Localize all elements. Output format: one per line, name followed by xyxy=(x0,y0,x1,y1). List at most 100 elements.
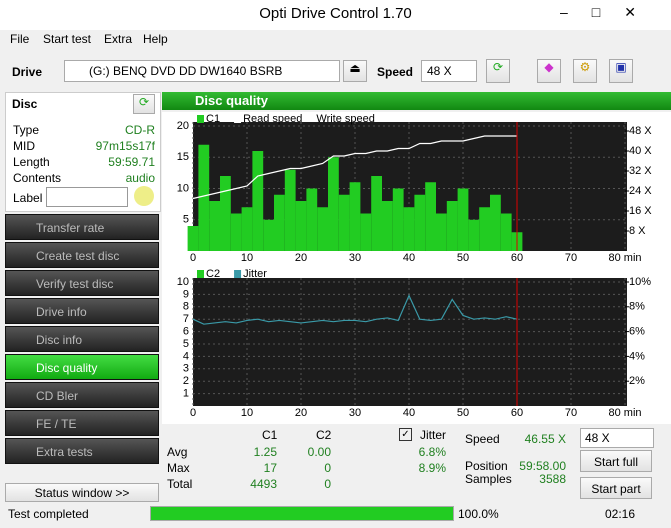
x-tick-label: 80 min xyxy=(608,252,641,264)
disc-field-value: 59:59.71 xyxy=(108,155,155,169)
jitter-checkbox[interactable]: ✓ xyxy=(399,428,412,441)
speed-label: Speed xyxy=(377,65,414,79)
x-tick-label: 50 xyxy=(457,407,469,419)
nav-item[interactable]: Transfer rate xyxy=(5,214,159,240)
settings-button[interactable]: ⚙ xyxy=(573,59,597,83)
x-tick-label: 0 xyxy=(190,252,196,264)
disc-field-label: Length xyxy=(13,155,50,169)
x-tick-label: 80 min xyxy=(608,407,641,419)
y-tick-label: 9 xyxy=(183,288,189,300)
bar xyxy=(349,182,361,251)
bar xyxy=(230,213,242,251)
x-tick-label: 60 xyxy=(511,407,523,419)
nav-item[interactable]: Create test disc xyxy=(5,242,159,268)
bar xyxy=(425,182,436,251)
speed-select-2[interactable]: 48 X xyxy=(580,428,654,448)
stats-value: 0 xyxy=(324,461,331,475)
bar xyxy=(446,201,458,251)
label-caption: Label xyxy=(13,191,43,205)
x-tick-label: 10 xyxy=(241,252,253,264)
bar xyxy=(500,213,512,251)
bar xyxy=(317,207,328,251)
y2-tick-label: 8% xyxy=(629,301,645,313)
info-label: Position xyxy=(465,459,508,473)
bar xyxy=(274,194,285,251)
nav-item[interactable]: Disc quality xyxy=(5,354,159,380)
start-full-button[interactable]: Start full xyxy=(580,450,652,472)
menu-item[interactable]: Start test xyxy=(43,32,92,46)
eject-button[interactable]: ⏏ xyxy=(343,60,367,82)
stats-value: 1.25 xyxy=(253,445,277,459)
drive-select[interactable]: (G:) BENQ DVD DD DW1640 BSRB xyxy=(64,60,340,82)
nav-item[interactable]: Extra tests xyxy=(5,438,159,464)
menu-item[interactable]: File xyxy=(10,32,30,46)
erase-button[interactable]: ◆ xyxy=(537,59,561,83)
info-label: Speed xyxy=(465,432,500,446)
nav-item[interactable]: Drive info xyxy=(5,298,159,324)
disc-title: Disc xyxy=(12,97,38,111)
stats-label: Total xyxy=(167,477,193,491)
y2-tick-label: 2% xyxy=(629,375,645,387)
bar xyxy=(468,219,480,251)
info-value: 3588 xyxy=(539,472,566,486)
info-value: 46.55 X xyxy=(524,432,566,446)
disc-refresh[interactable]: ⟳ xyxy=(133,94,155,114)
y2-tick-label: 16 X xyxy=(629,205,652,217)
x-tick-label: 70 xyxy=(565,407,577,419)
refresh-button[interactable]: ⟳ xyxy=(486,59,510,83)
nav-item[interactable]: Disc info xyxy=(5,326,159,352)
bar xyxy=(220,176,231,251)
disc-field-value: audio xyxy=(125,171,155,185)
bar xyxy=(392,188,404,251)
stats-header: Jitter xyxy=(420,428,447,442)
legend-label: Write speed xyxy=(316,113,375,125)
nav-item[interactable]: Verify test disc xyxy=(5,270,159,296)
progress-text: 100.0% xyxy=(458,507,499,521)
x-tick-label: 50 xyxy=(457,252,469,264)
disc-field-label: Contents xyxy=(13,171,62,185)
legend-swatch xyxy=(234,270,242,278)
y-tick-label: 10 xyxy=(177,276,189,288)
legend-swatch xyxy=(234,115,242,123)
menu-bar xyxy=(0,30,671,48)
window-controls[interactable]: –□✕ xyxy=(560,4,660,20)
label-input[interactable] xyxy=(46,187,128,207)
bar xyxy=(360,213,372,251)
x-tick-label: 40 xyxy=(403,252,415,264)
stats-value: 6.8% xyxy=(418,445,446,459)
legend-label: C2 xyxy=(206,268,220,280)
disc-field-label: Type xyxy=(13,123,40,137)
y-tick-label: 5 xyxy=(183,214,189,226)
stats-label: Max xyxy=(167,461,190,475)
nav-item[interactable]: FE / TE xyxy=(5,410,159,436)
info-label: Samples xyxy=(465,472,512,486)
bar xyxy=(436,213,447,251)
save-button[interactable]: ▣ xyxy=(609,59,633,83)
disc-field-value: 97m15s17f xyxy=(95,139,155,153)
y2-tick-label: 10% xyxy=(629,276,651,288)
legend-label: C1 xyxy=(206,113,220,125)
stats-value: 8.9% xyxy=(418,461,446,475)
speed-select[interactable]: 48 X xyxy=(421,60,477,82)
bar xyxy=(403,207,415,251)
label-disc-icon[interactable] xyxy=(134,186,154,206)
disc-field-label: MID xyxy=(13,139,35,153)
bar xyxy=(414,194,426,251)
disc-field-value: CD-R xyxy=(125,123,155,137)
status-time: 02:16 xyxy=(605,507,636,521)
stats-value: 0 xyxy=(324,477,331,491)
nav-item[interactable]: CD Bler xyxy=(5,382,159,408)
bar xyxy=(457,188,469,251)
y-tick-label: 20 xyxy=(177,120,189,132)
x-tick-label: 30 xyxy=(349,252,361,264)
title-bar xyxy=(0,0,671,30)
stats-label: Avg xyxy=(167,445,188,459)
status-window-button[interactable]: Status window >> xyxy=(5,483,159,502)
menu-item[interactable]: Extra xyxy=(104,32,133,46)
bar xyxy=(328,157,339,251)
start-part-button[interactable]: Start part xyxy=(580,477,652,499)
bar xyxy=(241,207,253,251)
menu-item[interactable]: Help xyxy=(143,32,168,46)
